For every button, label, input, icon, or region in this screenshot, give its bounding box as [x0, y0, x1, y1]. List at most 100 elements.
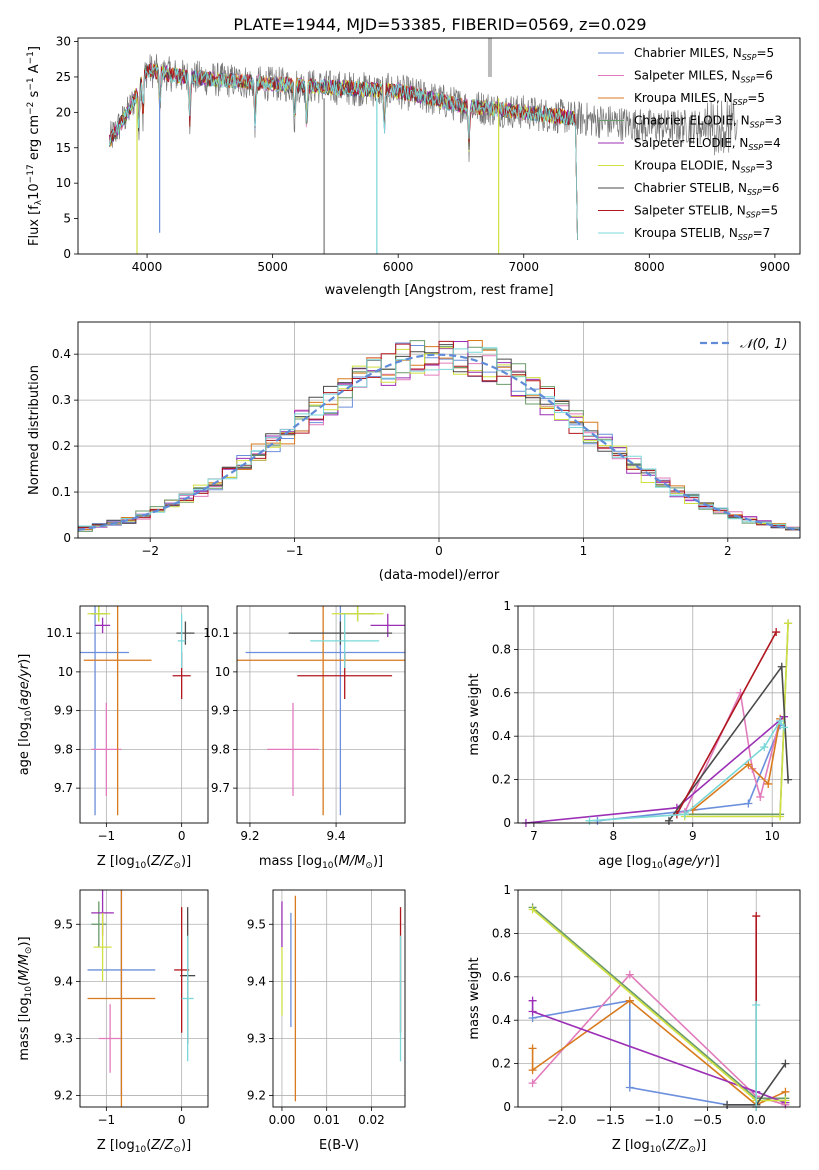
- tick-label-y: 9.4: [54, 974, 73, 988]
- legend-entry-count: =5: [760, 204, 778, 218]
- tick-label-x: −1: [98, 1113, 116, 1127]
- y-axis-label: mass [log10(M/M⊙)]: [17, 936, 34, 1060]
- y-axis-label-part: ⊙: [24, 947, 34, 955]
- tick-label-x: 0: [178, 1113, 186, 1127]
- x-axis-label-part: age/yr: [668, 854, 711, 869]
- legend-entry: Kroupa MILES, NSSP=5: [634, 91, 765, 107]
- tick-label-x: 7000: [508, 260, 539, 274]
- weight-series: [532, 999, 757, 1106]
- axes-frame: [272, 889, 406, 1108]
- axes-frame: [236, 605, 406, 824]
- weight-series: [684, 623, 789, 816]
- tick-label-x: 9: [689, 829, 697, 843]
- weight-series: [525, 716, 785, 823]
- weight-point: [784, 775, 793, 784]
- tick-label-x: 5000: [257, 260, 288, 274]
- tick-label-x: −0.5: [693, 1113, 722, 1127]
- gaussian-curve: [78, 353, 800, 531]
- legend-entry-name: Kroupa ELODIE, N: [634, 159, 741, 173]
- legend-entry-sub: SSP: [747, 188, 762, 197]
- legend-entry-sub: SSP: [733, 98, 748, 107]
- axes-frame: [77, 37, 801, 255]
- x-axis-label-part: ⊙: [173, 1145, 181, 1155]
- x-axis-label-part: 10: [650, 1145, 662, 1155]
- legend-entry: 𝒩(0, 1): [740, 337, 787, 352]
- weight-point: [776, 717, 785, 726]
- x-axis-label-part: 10: [651, 861, 663, 871]
- legend-entry-sub: SSP: [741, 76, 756, 85]
- weight-point: [752, 912, 761, 921]
- legend-entry: Salpeter ELODIE, NSSP=4: [634, 136, 781, 152]
- weight-point: [781, 1059, 790, 1068]
- legend-entry: Chabrier STELIB, NSSP=6: [634, 181, 779, 197]
- weight-point: [585, 816, 594, 825]
- tick-label-x: −2: [141, 544, 159, 558]
- tick-label-y: 1: [503, 883, 511, 897]
- x-axis-label-part: Z/Z: [150, 1138, 174, 1153]
- tick-label-y: 0: [63, 531, 71, 545]
- y-axis-label-part: Flux [f: [27, 205, 42, 246]
- weight-point: [528, 1066, 537, 1075]
- spectrum-model: [109, 63, 578, 240]
- axes-frame: [517, 889, 801, 1108]
- tick-label-x: 10: [765, 829, 780, 843]
- legend-entry: Kroupa ELODIE, NSSP=3: [634, 159, 773, 175]
- y-axis-label-part: )]: [17, 654, 32, 664]
- y-axis-label-part: M/M: [17, 954, 32, 981]
- x-axis-label-part: 10: [135, 861, 147, 871]
- panel-weight_vs_Z: −2.0 −1.5 −1.0 −0.5 0.0 0 0.2 0.4 0.6 0.8 1 Z [log1…: [467, 883, 801, 1155]
- weight-point: [784, 619, 793, 628]
- y-axis-label-part: )]: [17, 936, 32, 946]
- x-axis-label: Z [log10(Z/Z⊙)]: [97, 854, 191, 871]
- y-axis-label-part: −1: [26, 51, 36, 64]
- legend-entry-count: =6: [762, 181, 780, 195]
- x-axis-label-part: )]: [181, 1138, 191, 1153]
- axes-frame: [79, 889, 209, 1108]
- x-axis-label-part: (: [146, 1138, 151, 1153]
- tick-label-x: 0.0: [747, 1113, 766, 1127]
- weight-point: [528, 1044, 537, 1053]
- tick-label-y: 9.5: [54, 917, 73, 931]
- x-axis-label-part: E(B-V): [319, 1138, 359, 1153]
- y-axis-label-part: 10: [24, 710, 34, 722]
- x-axis-label-part: (: [661, 1138, 666, 1153]
- weight-point: [664, 816, 673, 825]
- spectrum-model: [109, 65, 578, 240]
- tick-label-y: 10.1: [46, 626, 73, 640]
- y-axis-label-part: −17: [26, 164, 36, 183]
- tick-label-y: 0.2: [492, 1057, 511, 1071]
- spectrum-model: [109, 62, 578, 240]
- legend-entry-name: Chabrier ELODIE, N: [634, 114, 750, 128]
- tick-label-y: 0.1: [52, 485, 71, 499]
- x-axis-label-part: )]: [696, 1138, 706, 1153]
- weight-point: [680, 810, 689, 819]
- tick-label-y: 25: [56, 70, 71, 84]
- x-axis-label-part: 10: [135, 1145, 147, 1155]
- axes-frame: [517, 605, 801, 824]
- y-axis-label: age [log10(age/yr)]: [17, 654, 34, 776]
- x-axis-label-part: ⊙: [173, 861, 181, 871]
- legend-entry-name: Salpeter MILES, N: [634, 69, 741, 83]
- tick-label-x: 4000: [132, 260, 163, 274]
- weight-point: [528, 905, 537, 914]
- tick-label-y: 0.8: [492, 642, 511, 656]
- legend-entry: Salpeter STELIB, NSSP=5: [634, 204, 778, 220]
- tick-label-x: −1: [98, 829, 116, 843]
- y-axis-label-part: s: [27, 90, 42, 101]
- tick-label-y: 9.3: [247, 1031, 266, 1045]
- tick-label-y: 0.4: [52, 347, 71, 361]
- weight-point: [528, 1079, 537, 1088]
- legend-entry-name: Kroupa STELIB, N: [634, 226, 738, 240]
- tick-label-y: 9.8: [211, 742, 230, 756]
- legend-entry-count: =7: [753, 226, 771, 240]
- weight-series: [676, 631, 777, 815]
- legend-entry-count: =4: [763, 136, 781, 150]
- tick-label-y: 9.9: [54, 704, 73, 718]
- tick-label-y: 0.2: [492, 773, 511, 787]
- x-axis-label-part: M/M: [339, 854, 366, 869]
- weight-point: [625, 1083, 634, 1092]
- x-axis-label: mass [log10(M/M⊙)]: [259, 854, 383, 871]
